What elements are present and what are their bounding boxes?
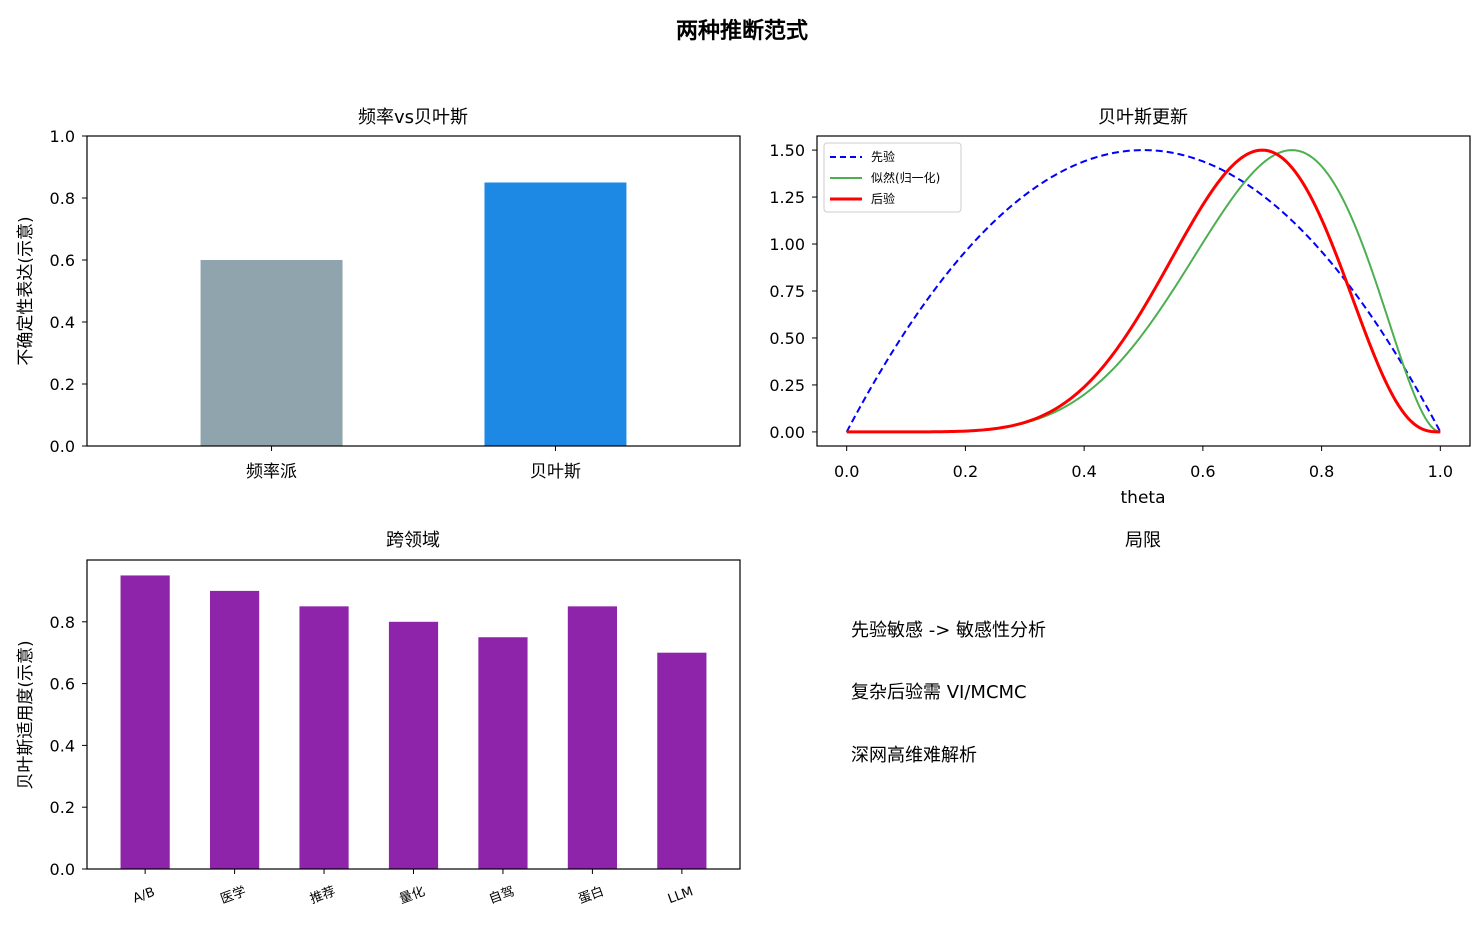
x-tick-label: 0.6	[1190, 462, 1215, 481]
bar-7	[657, 652, 707, 869]
y-tick-label: 0.00	[769, 423, 805, 442]
y-tick-label: 0.4	[50, 736, 75, 755]
x-tick-label: 蛋白	[576, 883, 606, 907]
y-tick-label: 1.0	[50, 127, 75, 146]
panel3-ylabel: 贝叶斯适用度(示意)	[16, 640, 36, 789]
y-tick-label: 1.25	[769, 188, 805, 207]
limitation-note-3: 深网高维难解析	[851, 745, 977, 766]
x-tick-label: 0.8	[1309, 462, 1334, 481]
x-tick-label: 0.0	[834, 462, 859, 481]
x-tick-label: 医学	[218, 883, 248, 907]
bar-3	[299, 606, 349, 869]
x-tick-label: 推荐	[308, 884, 338, 907]
panel2-title: 贝叶斯更新	[1098, 107, 1188, 128]
x-tick-label: 1.0	[1428, 462, 1453, 481]
x-tick-label: 0.2	[953, 462, 978, 481]
panel2-xlabel: theta	[1121, 488, 1166, 508]
panel-frequentist-vs-bayes: 频率vs贝叶斯 0.0 0.2 0.4 0.6 0.8 1.0 频率派 贝叶斯 不确定性表达…	[16, 107, 741, 482]
bar-2	[484, 182, 627, 446]
y-tick-label: 0.6	[50, 251, 75, 270]
x-tick-label: 0.4	[1071, 462, 1096, 481]
bar-1	[200, 260, 343, 446]
y-tick-label: 0.2	[50, 375, 75, 394]
y-tick-label: 0.0	[50, 860, 75, 879]
y-tick-label: 0.4	[50, 313, 75, 332]
panel-cross-domain: 跨领域 0.0 0.2 0.4 0.6 0.8 A/B 医学 推荐 量化 自驾 蛋白 LLM 贝叶斯…	[16, 530, 741, 907]
limitation-note-2: 复杂后验需 VI/MCMC	[851, 682, 1027, 703]
legend-label-prior: 先验	[871, 149, 895, 164]
panel4-title: 局限	[1125, 530, 1161, 551]
figure-title: 两种推断范式	[676, 18, 808, 44]
y-tick-label: 0.8	[50, 189, 75, 208]
y-tick-label: 0.25	[769, 376, 805, 395]
y-tick-label: 0.0	[50, 437, 75, 456]
y-tick-label: 0.8	[50, 613, 75, 632]
x-tick-label: 贝叶斯	[530, 462, 581, 482]
x-tick-label: 量化	[398, 884, 428, 907]
bar-4	[388, 621, 439, 869]
bar-5	[478, 637, 528, 869]
legend-label-likelihood: 似然(归一化)	[871, 170, 940, 185]
bar-1	[120, 575, 170, 869]
limitation-note-1: 先验敏感 -> 敏感性分析	[851, 620, 1046, 641]
y-tick-label: 0.6	[50, 675, 75, 694]
panel1-axes-frame	[86, 135, 741, 447]
y-tick-label: 1.50	[769, 141, 805, 160]
y-tick-label: 0.2	[50, 798, 75, 817]
panel1-ylabel: 不确定性表达(示意)	[16, 216, 36, 365]
y-tick-label: 0.75	[769, 282, 805, 301]
x-tick-label: 频率派	[246, 462, 297, 482]
y-tick-label: 0.50	[769, 329, 805, 348]
panel2-legend: 先验 似然(归一化) 后验	[823, 142, 962, 213]
y-tick-label: 1.00	[769, 235, 805, 254]
x-tick-label: A/B	[131, 885, 157, 907]
x-tick-label: 自驾	[487, 884, 517, 907]
bar-2	[209, 590, 260, 869]
panel-bayes-update: 贝叶斯更新 0.00 0.25 0.50 0.75 1.00 1.25 1.50 0.0 0.…	[769, 107, 1471, 508]
x-tick-label: LLM	[666, 884, 695, 907]
panel1-title: 频率vs贝叶斯	[358, 107, 468, 128]
series-line-3	[846, 148, 1441, 434]
panel-limitations: 局限 先验敏感 -> 敏感性分析 复杂后验需 VI/MCMC 深网高维难解析	[851, 530, 1161, 766]
legend-frame	[823, 142, 962, 213]
legend-label-posterior: 后验	[871, 191, 895, 206]
panel3-title: 跨领域	[386, 530, 440, 551]
bar-6	[567, 606, 618, 869]
